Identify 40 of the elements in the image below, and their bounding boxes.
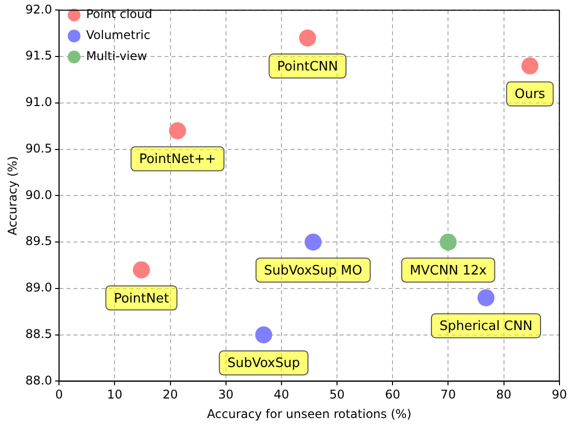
point (521, 57, 538, 74)
x-tick-label: 50 (329, 388, 345, 402)
y-tick-label: 89.5 (25, 234, 52, 248)
y-axis-title: Accuracy (%) (5, 156, 20, 236)
x-tick-label: 30 (218, 388, 234, 402)
point (255, 326, 272, 344)
annotation: Spherical CNN (439, 319, 533, 334)
legend-label: Multi-view (86, 49, 148, 64)
y-tick-label: 90.0 (25, 188, 52, 202)
x-axis-title: Accuracy for unseen rotations (%) (207, 406, 412, 421)
y-tick-label: 90.5 (25, 141, 52, 156)
y-tick-label: 91.0 (25, 95, 52, 110)
y-tick-label: 88.5 (25, 326, 52, 341)
annotation: PointCNN (277, 59, 338, 74)
annotation: MVCNN 12x (410, 263, 487, 278)
point (477, 289, 494, 306)
legend-label: Volumetric (86, 28, 150, 42)
point (304, 234, 322, 251)
x-tick-label: 20 (162, 388, 178, 402)
x-tick-label: 80 (496, 388, 512, 402)
point (440, 234, 457, 251)
x-tick-label: 10 (107, 388, 122, 402)
legend-label: Point cloud (86, 7, 152, 22)
y-tick-label: 92.0 (25, 2, 52, 16)
y-tick-label: 88.0 (25, 373, 52, 388)
point (299, 30, 316, 47)
x-tick-label: 40 (274, 388, 290, 402)
point (169, 122, 186, 140)
x-tick-label: 90 (552, 388, 568, 402)
y-tick-label: 91.5 (25, 48, 52, 63)
annotation: PointNet++ (139, 152, 216, 168)
annotation: Ours (514, 87, 546, 102)
y-tick-label: 89.0 (25, 280, 52, 295)
x-tick-label: 0 (55, 388, 63, 402)
point (132, 261, 150, 278)
x-tick-label: 70 (440, 388, 456, 402)
x-tick-label: 60 (384, 388, 400, 402)
annotation: SubVoxSup (227, 356, 300, 372)
annotation: PointNet (114, 291, 169, 306)
annotation: SubVoxSup MO (264, 263, 362, 278)
